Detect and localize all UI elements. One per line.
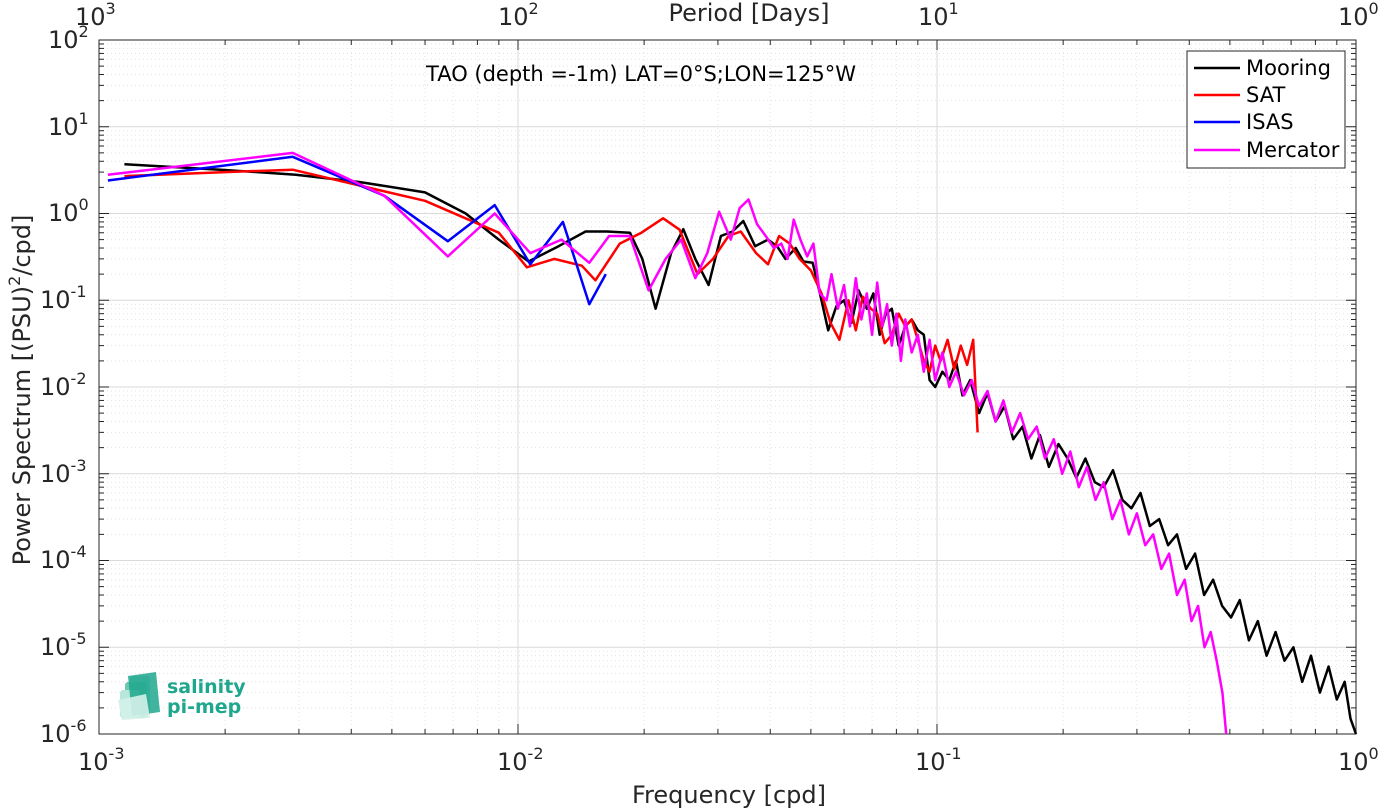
grid xyxy=(98,40,1356,735)
x-tick-label: 10-3 xyxy=(78,744,125,776)
x-axis-label: Frequency [cpd] xyxy=(632,781,826,809)
x-tick-label: 10-1 xyxy=(915,744,962,776)
y-tick-label: 10-2 xyxy=(40,369,87,401)
top-tick-labels: 103 102 101 100 xyxy=(75,0,1379,31)
y-axis-label: Power Spectrum [(PSU)2/cpd] xyxy=(5,215,36,566)
legend-box xyxy=(1186,50,1346,169)
y-tick-label: 100 xyxy=(48,195,89,227)
top-tick-label: 101 xyxy=(918,0,959,31)
y-tick-labels: 10-6 10-5 10-4 10-3 10-2 10-1 100 101 10… xyxy=(40,22,89,748)
top-axis-label: Period [Days] xyxy=(668,0,829,27)
y-tick-label: 102 xyxy=(48,22,89,54)
series-line-isas xyxy=(107,155,607,306)
legend-label-sat: SAT xyxy=(1246,83,1285,107)
series-line-mooring xyxy=(124,162,1358,735)
logo-line2: pi-mep xyxy=(167,696,241,718)
y-tick-label: 10-1 xyxy=(40,282,87,314)
y-tick-label: 10-4 xyxy=(40,542,87,574)
x-tick-label: 100 xyxy=(1338,744,1379,776)
tick-marks xyxy=(98,40,1356,735)
logo-icon xyxy=(118,672,160,720)
legend-label-mooring: Mooring xyxy=(1246,56,1331,80)
salinity-pimep-logo: salinity pi-mep xyxy=(118,672,246,720)
y-tick-label: 101 xyxy=(48,109,89,141)
top-tick-label: 102 xyxy=(498,0,539,31)
chart-title: TAO (depth =-1m) LAT=0°S;LON=125°W xyxy=(425,62,856,86)
x-tick-labels: 10-3 10-2 10-1 100 xyxy=(78,744,1379,776)
series-layer xyxy=(107,151,1358,735)
x-tick-label: 10-2 xyxy=(497,744,544,776)
top-tick-label: 100 xyxy=(1338,0,1379,31)
top-tick-label: 103 xyxy=(75,0,116,31)
legend: Mooring SAT ISAS Mercator xyxy=(1186,50,1346,169)
y-tick-label: 10-6 xyxy=(40,716,87,748)
legend-label-isas: ISAS xyxy=(1246,110,1294,134)
legend-label-mercator: Mercator xyxy=(1246,138,1340,162)
logo-line1: salinity xyxy=(167,676,246,698)
series-line-sat xyxy=(124,168,979,433)
series-line-mercator xyxy=(107,151,1228,735)
y-tick-label: 10-3 xyxy=(40,456,87,488)
y-tick-label: 10-5 xyxy=(40,629,87,661)
